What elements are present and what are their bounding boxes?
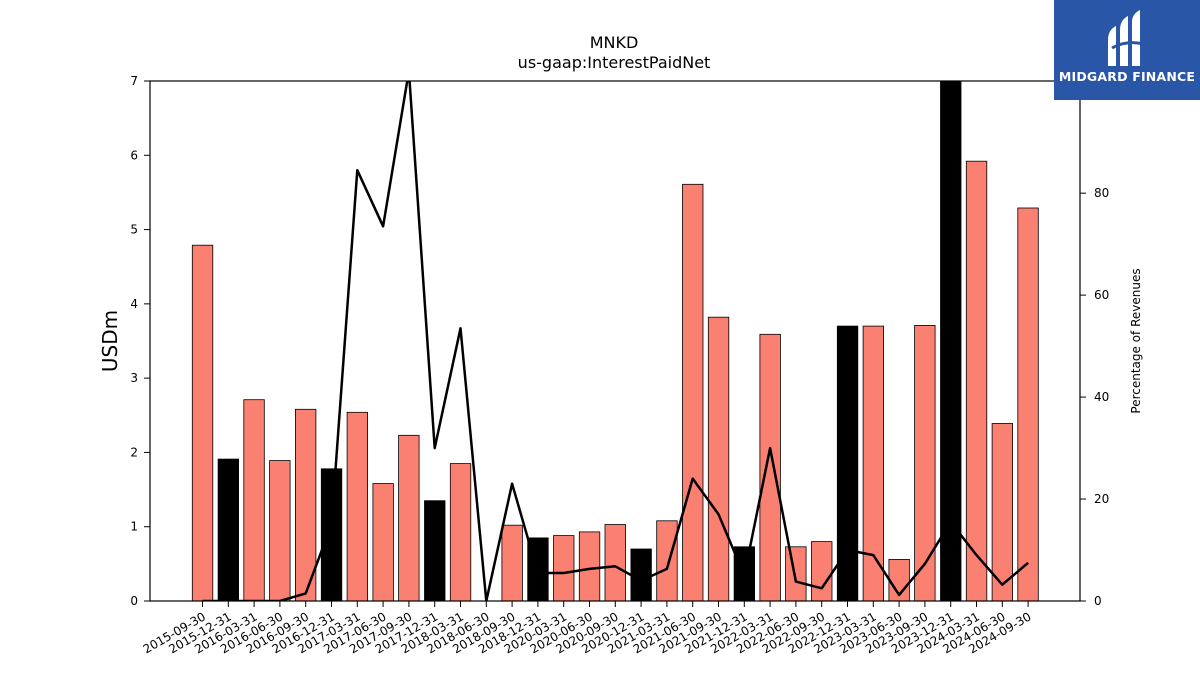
- bar-2024-03-31: [965, 160, 988, 602]
- y2-tick-label: 40: [1094, 390, 1109, 404]
- bar-2024-09-30: [1017, 207, 1039, 602]
- y2-tick-label: 80: [1094, 186, 1109, 200]
- bar-2020-12-31: [630, 548, 652, 602]
- bar-2016-06-30: [269, 460, 291, 602]
- y2-tick-label: 60: [1094, 288, 1109, 302]
- bar-2021-03-31: [656, 520, 678, 602]
- bar-2021-06-30: [682, 183, 704, 602]
- y-tick-label: 7: [130, 74, 138, 88]
- brand-logo: MIDGARD FINANCE: [1054, 0, 1200, 100]
- bar-2023-03-31: [862, 325, 884, 602]
- bar-2018-03-31: [449, 463, 472, 602]
- y2-axis-label: Percentage of Revenues: [1129, 268, 1143, 413]
- bar-2023-09-30: [914, 324, 936, 602]
- bar-2017-09-30: [398, 434, 420, 602]
- chart-subtitle: us-gaap:InterestPaidNet: [518, 53, 711, 72]
- bar-2016-03-31: [243, 399, 265, 602]
- y-tick-label: 0: [130, 594, 138, 608]
- y-tick-label: 5: [130, 223, 138, 237]
- y-tick-label: 2: [130, 445, 138, 459]
- y-tick-label: 1: [130, 520, 138, 534]
- y-axis-label: USDm: [98, 310, 122, 372]
- y-tick-label: 3: [130, 371, 138, 385]
- bar-2024-06-30: [991, 423, 1013, 602]
- y2-tick-label: 20: [1094, 492, 1109, 506]
- chart-title: MNKD: [590, 33, 639, 52]
- bar-2020-06-30: [578, 531, 601, 602]
- y2-axis-ticks: 0 20 40 60 80: [1080, 186, 1109, 608]
- bar-2020-09-30: [604, 524, 626, 602]
- bar-2017-06-30: [372, 483, 394, 602]
- bar-2020-03-31: [553, 535, 575, 602]
- y-tick-label: 4: [130, 297, 138, 311]
- bar-2015-12-31: [217, 458, 240, 602]
- bar-2021-09-30: [707, 316, 730, 602]
- y2-tick-label: 0: [1094, 594, 1102, 608]
- bar-2018-09-30: [501, 524, 523, 602]
- bar-2015-09-30: [191, 244, 214, 602]
- y-axis-ticks: 0 1 2 3 4 5 6 7: [130, 74, 150, 608]
- bar-2022-03-31: [759, 333, 781, 602]
- percentage-line: [202, 81, 1029, 601]
- bar-2017-03-31: [346, 411, 369, 602]
- bar-2022-09-30: [811, 541, 833, 602]
- y-tick-label: 6: [130, 148, 138, 162]
- bars-group: [191, 80, 1039, 602]
- brand-logo-text: MIDGARD FINANCE: [1058, 69, 1196, 84]
- bar-2016-12-31: [320, 468, 343, 602]
- bar-2017-12-31: [424, 500, 446, 602]
- midgard-logo-icon: [1108, 10, 1145, 66]
- x-axis-ticks: 2015-09-302015-12-312016-03-312016-06-30…: [141, 601, 1034, 656]
- bar-2022-06-30: [785, 546, 807, 602]
